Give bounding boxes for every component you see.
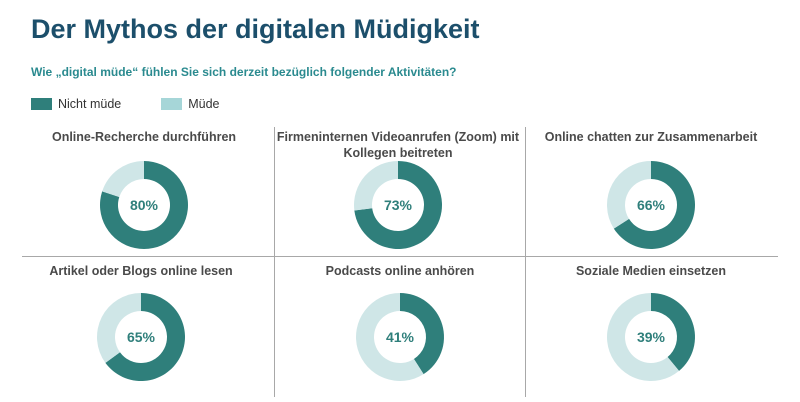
slice-nicht-muede-3	[613, 161, 695, 249]
grid-divider-vertical-2	[525, 127, 526, 397]
slice-muede-5	[356, 293, 424, 381]
legend-item-muede: Müde	[161, 97, 220, 111]
legend-swatch-muede	[161, 98, 183, 110]
panel-title-2: Firmeninternen Videoanrufen (Zoom) mit K…	[276, 130, 520, 160]
grid-divider-horizontal	[22, 256, 778, 257]
slice-muede-3	[606, 161, 651, 229]
slice-muede-2	[354, 161, 398, 211]
slice-nicht-muede-2	[354, 161, 442, 250]
donut-value-label-1: 80%	[130, 197, 159, 213]
panel-title-1: Online-Recherche durchführen	[51, 130, 237, 144]
page-title: Der Mythos der digitalen Müdigkeit	[31, 14, 480, 44]
panel-title-5: Podcasts online anhören	[325, 264, 475, 278]
slice-muede-4	[96, 293, 141, 363]
panel-title-6: Soziale Medien einsetzen	[575, 264, 727, 278]
slice-muede-1	[102, 161, 144, 197]
chart-subtitle: Wie „digital müde“ fühlen Sie sich derze…	[31, 65, 457, 79]
slice-muede-6	[607, 293, 680, 381]
donut-value-label-4: 65%	[127, 329, 156, 345]
legend-swatch-nicht-muede	[31, 98, 52, 110]
grid-divider-vertical-1	[274, 127, 275, 397]
donut-value-label-2: 73%	[384, 197, 413, 213]
legend-item-nicht-muede: Nicht müde	[31, 97, 121, 111]
panel-title-4: Artikel oder Blogs online lesen	[49, 264, 233, 278]
legend-label-nicht-muede: Nicht müde	[58, 97, 122, 111]
legend-label-muede: Müde	[188, 97, 220, 111]
donut-value-label-5: 41%	[386, 329, 415, 345]
slice-nicht-muede-1	[100, 161, 189, 249]
donut-value-label-3: 66%	[637, 197, 666, 213]
slice-nicht-muede-6	[651, 293, 695, 371]
slice-nicht-muede-5	[400, 293, 445, 375]
panel-title-3: Online chatten zur Zusammenarbeit	[544, 130, 758, 144]
donut-value-label-6: 39%	[637, 329, 666, 345]
slice-nicht-muede-4	[105, 293, 185, 381]
legend: Nicht müde Müde	[31, 97, 260, 111]
